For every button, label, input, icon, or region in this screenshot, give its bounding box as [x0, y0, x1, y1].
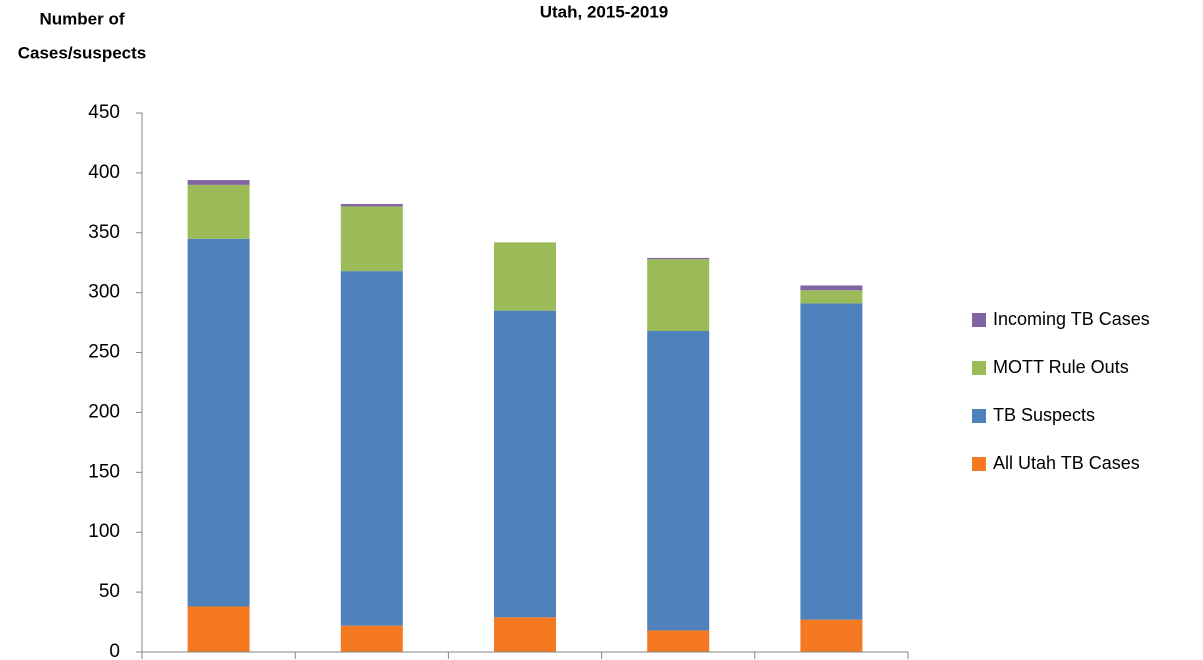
legend-swatch [972, 457, 986, 471]
y-tick-label: 400 [88, 162, 120, 183]
y-tick-label: 350 [88, 222, 120, 243]
y-tick-label: 0 [109, 641, 120, 660]
bar-segment [340, 204, 403, 207]
bar-segment [800, 285, 863, 291]
bar-segment [187, 180, 250, 185]
bar-segment [800, 290, 863, 304]
legend-label: TB Suspects [993, 405, 1095, 425]
y-tick-label: 100 [88, 521, 120, 542]
legend-swatch [972, 313, 986, 327]
y-tick-label: 300 [88, 282, 120, 303]
bar-segment [340, 206, 403, 272]
y-tick-label: 50 [99, 581, 120, 602]
bar-segment [647, 330, 710, 631]
bar-segment [647, 630, 710, 652]
bar-segment [494, 617, 556, 652]
y-tick-label: 250 [88, 342, 120, 363]
bar-segment [647, 259, 710, 331]
bar-segment [340, 271, 403, 626]
y-tick-label: 150 [88, 461, 120, 482]
legend-label: All Utah TB Cases [993, 453, 1140, 473]
y-axis-label: Cases/suspects [18, 43, 147, 62]
bar-segment [187, 184, 250, 239]
bar-segment [800, 619, 863, 652]
legend-swatch [972, 361, 986, 375]
legend-label: Incoming TB Cases [993, 309, 1150, 329]
bar-segment [187, 238, 250, 607]
bar-segment [494, 242, 556, 311]
bar-segment [800, 303, 863, 620]
y-tick-label: 450 [88, 102, 120, 123]
y-tick-label: 200 [88, 401, 120, 422]
legend-label: MOTT Rule Outs [993, 357, 1129, 377]
bar-segment [494, 310, 556, 618]
legend-swatch [972, 409, 986, 423]
bar-segment [340, 625, 403, 652]
y-axis-label: Number of [40, 9, 125, 28]
bar-segment [647, 257, 710, 260]
bar-segment [187, 606, 250, 652]
chart-title: Utah, 2015-2019 [540, 2, 669, 21]
